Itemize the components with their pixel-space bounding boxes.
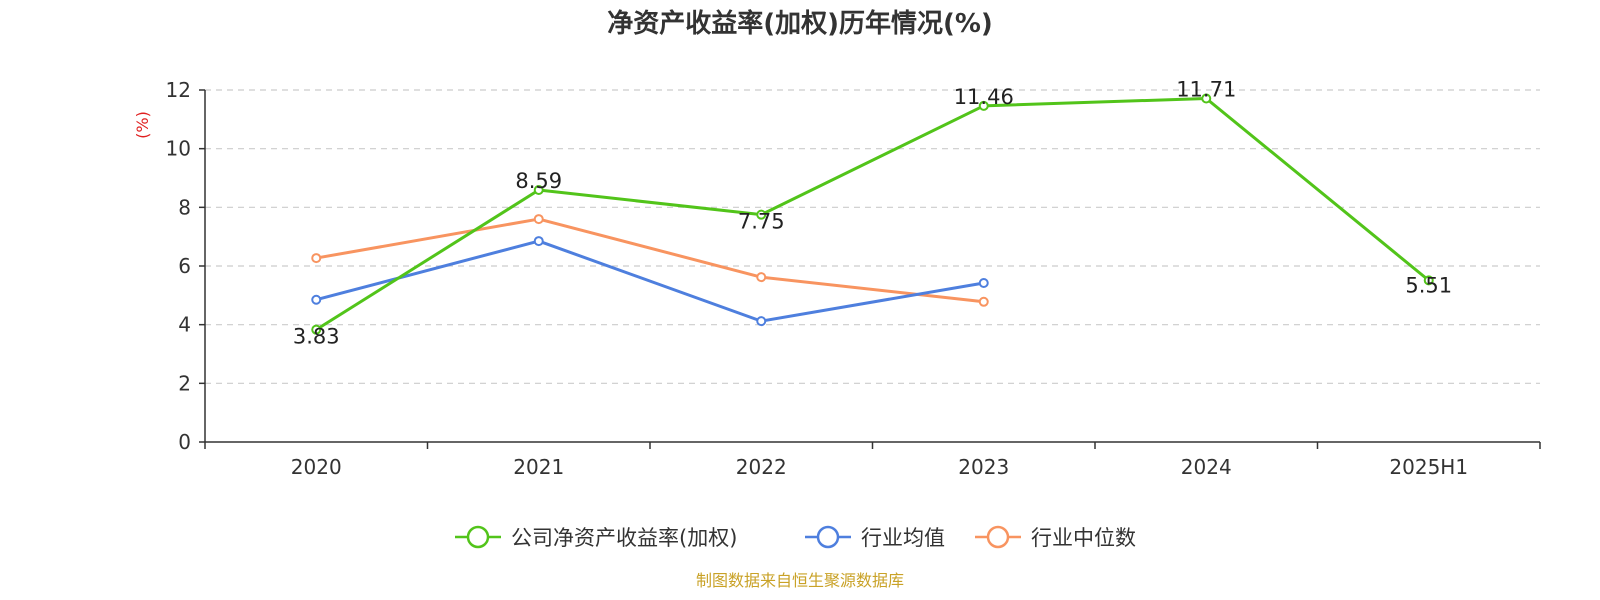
axes: 0 2 4 6 8 10 12 2020 2021 2022 2023 2024 2025H1 [166,78,1541,479]
data-point [978,278,989,289]
legend-label: 行业中位数 [1031,526,1136,550]
x-tick-label: 2021 [513,455,564,479]
legend-marker [816,525,840,549]
data-label: 11.46 [954,85,1014,109]
x-tick-label: 2022 [736,455,787,479]
data-point [533,214,544,225]
data-label: 11.71 [1176,78,1236,102]
y-tick-label: 4 [178,313,191,337]
data-point [756,316,767,327]
x-tick-label: 2020 [291,455,342,479]
data-point [533,185,544,196]
series-line [315,217,984,304]
y-tick-label: 0 [178,430,191,454]
legend-item[interactable]: 行业均值 [805,525,945,550]
data-point [756,272,767,283]
y-tick-label: 6 [178,254,191,278]
legend-marker [986,525,1010,549]
data-point [978,296,989,307]
data-point [978,100,989,111]
legend-label: 公司净资产收益率(加权) [511,526,737,550]
y-tick-label: 10 [166,137,191,161]
data-point [1201,93,1212,104]
y-tick-label: 8 [178,195,191,219]
legend-item[interactable]: 行业中位数 [975,525,1136,550]
data-labels: 3.83 8.59 7.75 11.46 11.71 5.51 [293,78,1452,349]
x-tick-label: 2023 [958,455,1009,479]
data-point [1423,275,1434,286]
legend[interactable]: 公司净资产收益率(加权) 行业均值 行业中位数 [455,525,1136,550]
y-tick-label: 12 [166,78,191,102]
data-label: 8.59 [515,169,562,193]
series-line [315,239,985,323]
series [311,93,1434,335]
x-tick-label: 2025H1 [1389,455,1468,479]
data-point [311,294,322,305]
data-point [311,324,322,335]
series-line [315,97,1430,331]
legend-marker [466,525,490,549]
data-point [311,253,322,264]
chart-title: 净资产收益率(加权)历年情况(%) [607,8,993,39]
grid [205,89,1540,384]
legend-item[interactable]: 公司净资产收益率(加权) [455,525,737,550]
legend-label: 行业均值 [861,526,945,550]
x-tick-label: 2024 [1181,455,1232,479]
data-point [533,236,544,247]
data-label: 5.51 [1405,273,1452,297]
y-tick-label: 2 [178,371,191,395]
data-label: 3.83 [293,325,340,349]
y-axis-label: (%) [133,111,152,139]
source-footer: 制图数据来自恒生聚源数据库 [696,571,904,590]
data-point [756,209,767,220]
data-label: 7.75 [738,210,785,234]
